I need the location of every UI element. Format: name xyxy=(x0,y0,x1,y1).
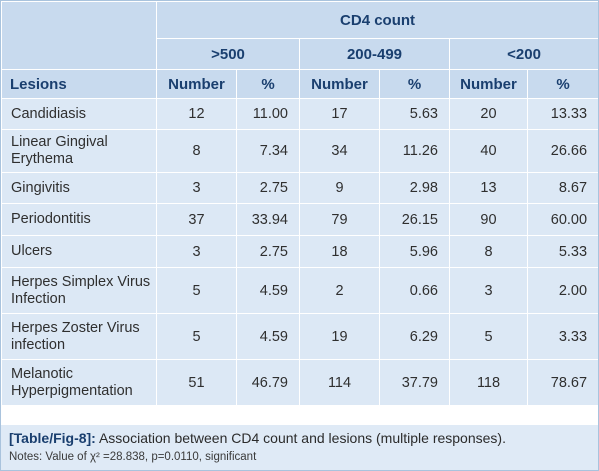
cell-percent: 8.67 xyxy=(526,172,598,204)
cell-percent: 7.34 xyxy=(236,129,300,173)
cell-number: 9 xyxy=(299,172,380,204)
cell-percent: 2.00 xyxy=(526,267,598,314)
cell-percent: 5.33 xyxy=(526,235,598,268)
cell-number: 13 xyxy=(449,172,528,204)
cell-number: 37 xyxy=(156,203,237,236)
cell-percent: 4.59 xyxy=(236,267,300,314)
lesion-name: Candidiasis xyxy=(1,98,157,130)
lesion-name: Herpes Zoster Virus infection xyxy=(1,313,157,360)
cell-number: 5 xyxy=(156,267,237,314)
cell-number: 17 xyxy=(299,98,380,130)
table-row: Gingivitis 3 2.75 9 2.98 13 8.67 xyxy=(1,172,598,204)
table-row: Ulcers 3 2.75 18 5.96 8 5.33 xyxy=(1,235,598,268)
cell-number: 79 xyxy=(299,203,380,236)
caption-main: [Table/Fig-8]: Association between CD4 c… xyxy=(9,429,590,448)
cell-number: 3 xyxy=(156,172,237,204)
table-row: Candidiasis 12 11.00 17 5.63 20 13.33 xyxy=(1,98,598,130)
cell-number: 51 xyxy=(156,359,237,406)
range-header-lt200: <200 xyxy=(448,38,598,70)
cd4-lesions-table: CD4 count >500 200-499 <200 Lesions Numb… xyxy=(1,1,598,406)
cell-number: 5 xyxy=(156,313,237,360)
cell-percent: 6.29 xyxy=(379,313,450,360)
caption-text: Association between CD4 count and lesion… xyxy=(98,430,506,446)
cell-percent: 13.33 xyxy=(526,98,598,130)
cell-percent: 11.00 xyxy=(236,98,300,130)
cell-number: 118 xyxy=(449,359,528,406)
header-blank xyxy=(1,1,157,70)
cell-percent: 26.15 xyxy=(379,203,450,236)
cell-number: 8 xyxy=(156,129,237,173)
cell-percent: 26.66 xyxy=(526,129,598,173)
lesion-name: Ulcers xyxy=(1,235,157,268)
figure-caption: [Table/Fig-8]: Association between CD4 c… xyxy=(1,425,598,470)
cell-number: 18 xyxy=(299,235,380,268)
cell-percent: 2.75 xyxy=(236,172,300,204)
range-header-200-499: 200-499 xyxy=(299,38,450,70)
caption-label: [Table/Fig-8]: xyxy=(9,430,96,446)
cell-percent: 33.94 xyxy=(236,203,300,236)
table-row: Melanotic Hyperpigmentation 51 46.79 114… xyxy=(1,359,598,406)
cell-number: 8 xyxy=(449,235,528,268)
cell-number: 34 xyxy=(299,129,380,173)
caption-note: Notes: Value of χ² =28.838, p=0.0110, si… xyxy=(9,451,257,463)
number-column-header: Number xyxy=(156,69,237,99)
table-row: Linear Gingival Erythema 8 7.34 34 11.26… xyxy=(1,129,598,173)
cell-percent: 46.79 xyxy=(236,359,300,406)
cell-percent: 3.33 xyxy=(526,313,598,360)
lesion-name: Periodontitis xyxy=(1,203,157,236)
cell-percent: 0.66 xyxy=(379,267,450,314)
lesion-name: Melanotic Hyperpigmentation xyxy=(1,359,157,406)
percent-column-header: % xyxy=(379,69,450,99)
cell-number: 20 xyxy=(449,98,528,130)
percent-column-header: % xyxy=(526,69,598,99)
cell-number: 5 xyxy=(449,313,528,360)
cell-number: 40 xyxy=(449,129,528,173)
cell-percent: 78.67 xyxy=(526,359,598,406)
cell-percent: 37.79 xyxy=(379,359,450,406)
lesion-name: Linear Gingival Erythema xyxy=(1,129,157,173)
cell-percent: 60.00 xyxy=(526,203,598,236)
cell-number: 2 xyxy=(299,267,380,314)
cell-number: 114 xyxy=(299,359,380,406)
table-row: Periodontitis 37 33.94 79 26.15 90 60.00 xyxy=(1,203,598,236)
cell-percent: 2.75 xyxy=(236,235,300,268)
table-row: Herpes Simplex Virus Infection 5 4.59 2 … xyxy=(1,267,598,314)
percent-column-header: % xyxy=(236,69,300,99)
lesion-name: Gingivitis xyxy=(1,172,157,204)
table-row: Herpes Zoster Virus infection 5 4.59 19 … xyxy=(1,313,598,360)
lesion-name: Herpes Simplex Virus Infection xyxy=(1,267,157,314)
cell-percent: 11.26 xyxy=(379,129,450,173)
cell-number: 3 xyxy=(156,235,237,268)
cell-percent: 4.59 xyxy=(236,313,300,360)
cd4-count-header: CD4 count xyxy=(155,1,598,39)
lesions-column-header: Lesions xyxy=(1,69,157,99)
cell-number: 3 xyxy=(449,267,528,314)
cell-number: 19 xyxy=(299,313,380,360)
cell-number: 12 xyxy=(156,98,237,130)
cell-percent: 5.96 xyxy=(379,235,450,268)
cell-percent: 5.63 xyxy=(379,98,450,130)
number-column-header: Number xyxy=(299,69,380,99)
cell-percent: 2.98 xyxy=(379,172,450,204)
cell-number: 90 xyxy=(449,203,528,236)
number-column-header: Number xyxy=(449,69,528,99)
range-header-gt500: >500 xyxy=(156,38,300,70)
